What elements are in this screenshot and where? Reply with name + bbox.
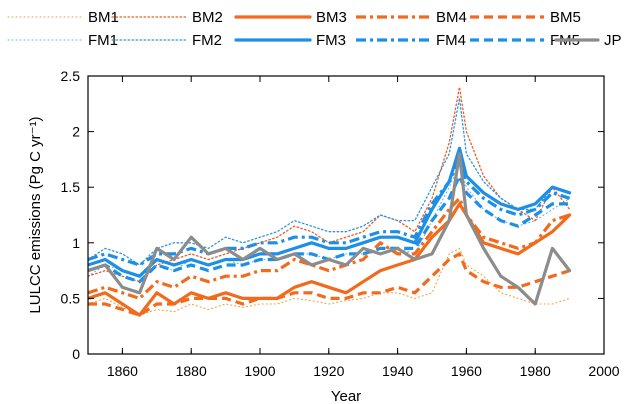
legend-label-fm2: FM2 (192, 32, 222, 49)
axes: 1860 1880 1900 1920 1940 1960 1980 2000 0 0.5 1 1.5… (61, 68, 620, 379)
legend-label-bm4: BM4 (436, 9, 467, 26)
series-line-bm4 (88, 196, 571, 300)
legend-label-bm5: BM5 (550, 9, 581, 26)
y-tick-label: 2 (72, 124, 80, 140)
series-line-jp (88, 152, 572, 306)
legend-label-bm2: BM2 (192, 9, 223, 26)
x-tick-label: 1940 (382, 363, 413, 379)
series-line-fm4 (88, 157, 571, 267)
legend-label-fm1: FM1 (88, 32, 118, 49)
x-tick-label: 2000 (588, 363, 619, 379)
legend-label-bm3: BM3 (316, 9, 347, 26)
y-tick-label: 0.5 (61, 290, 81, 306)
legend-label-fm3: FM3 (316, 32, 346, 49)
x-tick-label: 1900 (244, 363, 275, 379)
series-line-bm3 (88, 202, 572, 317)
y-tick-label: 1.5 (61, 179, 81, 195)
series-line-fm2 (88, 97, 571, 266)
plot-frame (87, 75, 605, 355)
legend-label-fm4: FM4 (436, 32, 466, 49)
series-line-bm2 (88, 86, 571, 283)
x-tick-label: 1960 (451, 363, 482, 379)
legend-label-bm1: BM1 (88, 9, 119, 26)
series-layer (88, 86, 572, 317)
x-tick-label: 1860 (107, 363, 138, 379)
x-axis-title: Year (331, 388, 361, 404)
x-tick-label: 1980 (520, 363, 551, 379)
y-tick-label: 0 (72, 346, 80, 362)
y-axis-title: LULCC emissions (Pg C yr⁻¹) (27, 116, 44, 313)
series-line-fm3 (88, 146, 572, 278)
y-tick-label: 1 (72, 235, 80, 251)
x-tick-label: 1920 (313, 363, 344, 379)
y-tick-label: 2.5 (61, 68, 81, 84)
series-line-bm5 (88, 252, 571, 317)
series-line-bm1 (88, 247, 571, 316)
series-line-fm5 (88, 174, 570, 284)
legend-label-jp: JP (604, 32, 622, 49)
x-tick-label: 1880 (176, 363, 207, 379)
